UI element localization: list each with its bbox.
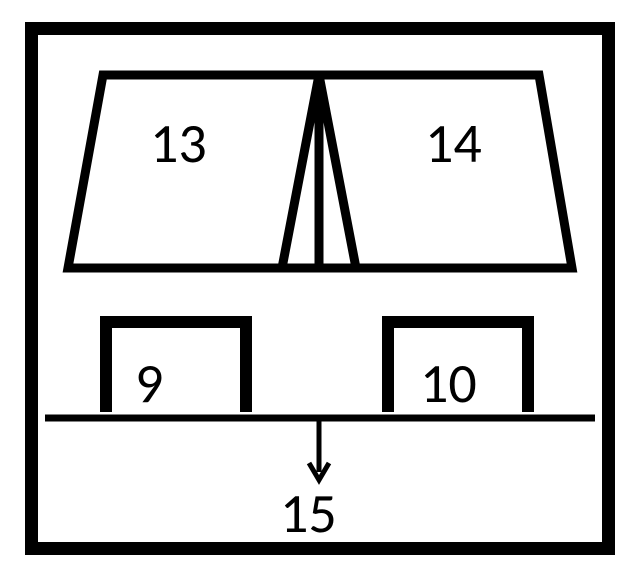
label-10: 10 [420,350,477,418]
label-13: 13 [150,110,207,178]
label-9: 9 [135,350,163,418]
rect-left [106,322,246,412]
label-15: 15 [280,480,337,548]
label-14: 14 [425,110,482,178]
